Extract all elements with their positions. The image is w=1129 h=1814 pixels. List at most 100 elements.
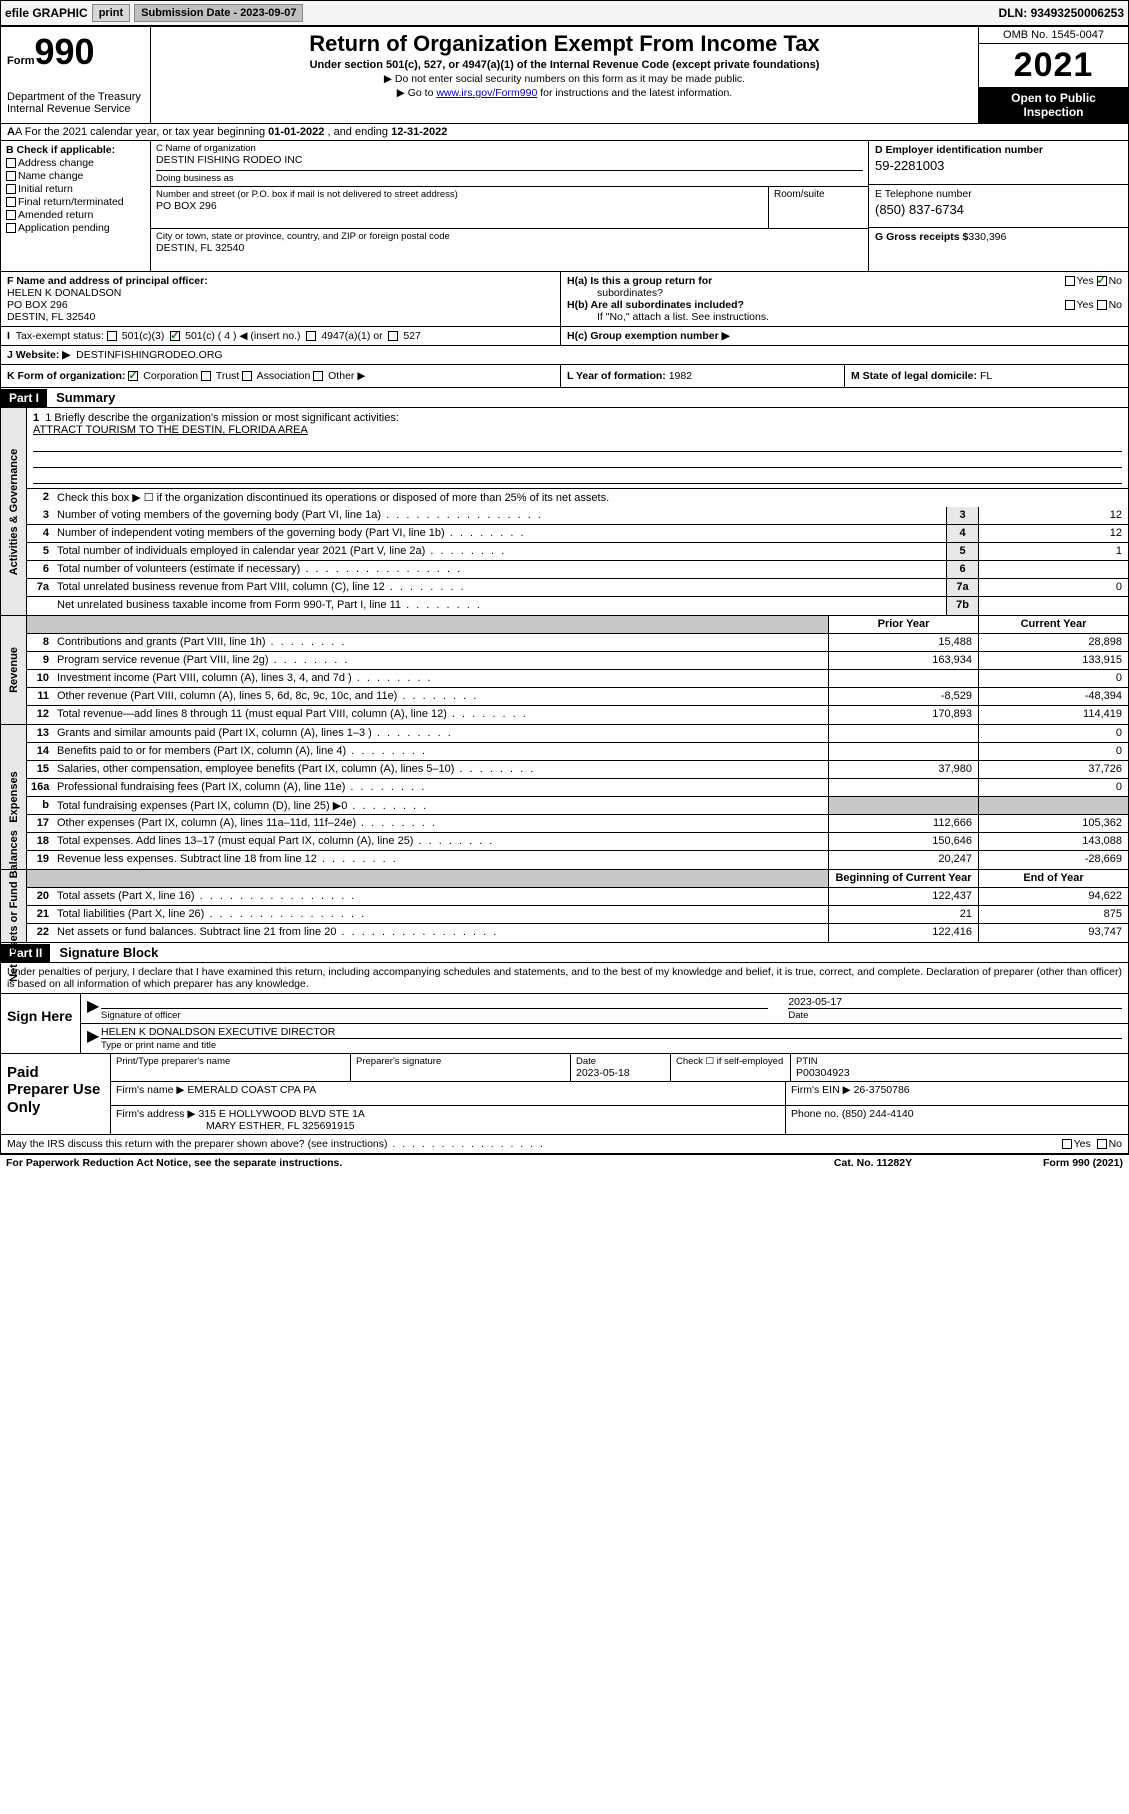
curr-11: -48,394 bbox=[978, 688, 1128, 705]
chk-hb-yes[interactable] bbox=[1065, 300, 1075, 310]
row-j-website: J Website: ▶ DESTINFISHINGRODEO.ORG bbox=[1, 346, 1128, 365]
chk-application-pending[interactable] bbox=[6, 223, 16, 233]
curr-b bbox=[978, 797, 1128, 814]
open-inspection: Open to Public Inspection bbox=[979, 87, 1128, 123]
top-toolbar: efile GRAPHIC print Submission Date - 20… bbox=[0, 0, 1129, 26]
dln: DLN: 93493250006253 bbox=[999, 6, 1124, 20]
ein: 59-2281003 bbox=[875, 158, 1122, 173]
form-header: Form990 Department of the Treasury Inter… bbox=[1, 27, 1128, 124]
chk-hb-no[interactable] bbox=[1097, 300, 1107, 310]
summary-line-12: 12Total revenue—add lines 8 through 11 (… bbox=[27, 706, 1128, 724]
summary-line-17: 17Other expenses (Part IX, column (A), l… bbox=[27, 815, 1128, 833]
curr-10: 0 bbox=[978, 670, 1128, 687]
section-bcd: B Check if applicable: Address change Na… bbox=[1, 141, 1128, 272]
summary-line-15: 15Salaries, other compensation, employee… bbox=[27, 761, 1128, 779]
chk-corp[interactable] bbox=[128, 371, 138, 381]
vtab-governance: Activities & Governance bbox=[8, 448, 20, 575]
instructions-link[interactable]: www.irs.gov/Form990 bbox=[436, 87, 537, 99]
summary-line-19: 19Revenue less expenses. Subtract line 1… bbox=[27, 851, 1128, 869]
vtab-revenue: Revenue bbox=[8, 647, 20, 693]
prior-12: 170,893 bbox=[828, 706, 978, 724]
city-state-zip: DESTIN, FL 32540 bbox=[156, 242, 863, 254]
gross-receipts: 330,396 bbox=[968, 231, 1006, 243]
row-klm: K Form of organization: Corporation Trus… bbox=[1, 365, 1128, 388]
ptin: P00304923 bbox=[796, 1067, 1123, 1079]
mission-text: ATTRACT TOURISM TO THE DESTIN, FLORIDA A… bbox=[33, 424, 308, 436]
chk-trust[interactable] bbox=[201, 371, 211, 381]
curr-21: 875 bbox=[978, 906, 1128, 923]
chk-amended-return[interactable] bbox=[6, 210, 16, 220]
firm-ein: 26-3750786 bbox=[854, 1084, 910, 1096]
chk-527[interactable] bbox=[388, 331, 398, 341]
summary-line-22: 22Net assets or fund balances. Subtract … bbox=[27, 924, 1128, 942]
year-formation: 1982 bbox=[669, 370, 692, 382]
chk-ha-no[interactable] bbox=[1097, 276, 1107, 286]
curr-16a: 0 bbox=[978, 779, 1128, 796]
chk-name-change[interactable] bbox=[6, 171, 16, 181]
chk-501c[interactable] bbox=[170, 331, 180, 341]
summary-line-14: 14Benefits paid to or for members (Part … bbox=[27, 743, 1128, 761]
perjury-statement: Under penalties of perjury, I declare th… bbox=[1, 963, 1128, 994]
chk-other[interactable] bbox=[313, 371, 323, 381]
chk-4947[interactable] bbox=[306, 331, 316, 341]
footer-row: For Paperwork Reduction Act Notice, see … bbox=[0, 1155, 1129, 1171]
curr-18: 143,088 bbox=[978, 833, 1128, 850]
header-title-block: Return of Organization Exempt From Incom… bbox=[151, 27, 978, 123]
omb-number: OMB No. 1545-0047 bbox=[979, 27, 1128, 44]
chk-address-change[interactable] bbox=[6, 158, 16, 168]
col-c-org-info: C Name of organization DESTIN FISHING RO… bbox=[151, 141, 868, 271]
officer-name-title: HELEN K DONALDSON EXECUTIVE DIRECTOR bbox=[101, 1026, 1122, 1038]
summary-line-13: 13Grants and similar amounts paid (Part … bbox=[27, 725, 1128, 743]
discuss-row: May the IRS discuss this return with the… bbox=[1, 1135, 1128, 1154]
summary-governance: Activities & Governance 1 1 Briefly desc… bbox=[1, 408, 1128, 616]
prior-21: 21 bbox=[828, 906, 978, 923]
chk-discuss-yes[interactable] bbox=[1062, 1139, 1072, 1149]
summary-line-20: 20Total assets (Part X, line 16)122,4379… bbox=[27, 888, 1128, 906]
print-button[interactable]: print bbox=[92, 4, 130, 22]
vtab-netassets: Net Assets or Fund Balances bbox=[8, 830, 20, 982]
summary-line-9: 9Program service revenue (Part VIII, lin… bbox=[27, 652, 1128, 670]
chk-discuss-no[interactable] bbox=[1097, 1139, 1107, 1149]
chk-ha-yes[interactable] bbox=[1065, 276, 1075, 286]
org-name: DESTIN FISHING RODEO INC bbox=[156, 154, 863, 166]
chk-assoc[interactable] bbox=[242, 371, 252, 381]
header-right: OMB No. 1545-0047 2021 Open to Public In… bbox=[978, 27, 1128, 123]
prior-18: 150,646 bbox=[828, 833, 978, 850]
firm-name: EMERALD COAST CPA PA bbox=[187, 1084, 316, 1096]
principal-officer: F Name and address of principal officer:… bbox=[1, 272, 561, 326]
chk-final-return[interactable] bbox=[6, 197, 16, 207]
curr-22: 93,747 bbox=[978, 924, 1128, 942]
firm-phone: (850) 244-4140 bbox=[842, 1108, 914, 1120]
prior-14 bbox=[828, 743, 978, 760]
curr-19: -28,669 bbox=[978, 851, 1128, 869]
line5-val: 1 bbox=[978, 543, 1128, 560]
prior-19: 20,247 bbox=[828, 851, 978, 869]
preparer-date: 2023-05-18 bbox=[576, 1067, 665, 1079]
prior-13 bbox=[828, 725, 978, 742]
curr-15: 37,726 bbox=[978, 761, 1128, 778]
prior-b bbox=[828, 797, 978, 814]
officer-sign-date: 2023-05-17 bbox=[788, 996, 1122, 1008]
street-address: PO BOX 296 bbox=[156, 200, 763, 212]
prior-15: 37,980 bbox=[828, 761, 978, 778]
curr-8: 28,898 bbox=[978, 634, 1128, 651]
paid-preparer-block: Paid Preparer Use Only Print/Type prepar… bbox=[1, 1054, 1128, 1135]
curr-20: 94,622 bbox=[978, 888, 1128, 905]
vtab-expenses: Expenses bbox=[8, 771, 20, 822]
sign-here-block: Sign Here ▶ Signature of officer 2023-05… bbox=[1, 994, 1128, 1054]
curr-13: 0 bbox=[978, 725, 1128, 742]
dept-treasury: Department of the Treasury Internal Reve… bbox=[7, 91, 144, 115]
chk-initial-return[interactable] bbox=[6, 184, 16, 194]
curr-17: 105,362 bbox=[978, 815, 1128, 832]
form-title: Return of Organization Exempt From Incom… bbox=[157, 31, 972, 57]
prior-10 bbox=[828, 670, 978, 687]
efile-label: efile GRAPHIC bbox=[5, 6, 88, 20]
tax-year: 2021 bbox=[979, 44, 1128, 87]
summary-line-21: 21Total liabilities (Part X, line 26)218… bbox=[27, 906, 1128, 924]
chk-501c3[interactable] bbox=[107, 331, 117, 341]
header-left: Form990 Department of the Treasury Inter… bbox=[1, 27, 151, 123]
legal-domicile: FL bbox=[980, 370, 992, 382]
col-b-checkboxes: B Check if applicable: Address change Na… bbox=[1, 141, 151, 271]
section-fh: F Name and address of principal officer:… bbox=[1, 272, 1128, 327]
firm-address: 315 E HOLLYWOOD BLVD STE 1A bbox=[198, 1108, 365, 1120]
